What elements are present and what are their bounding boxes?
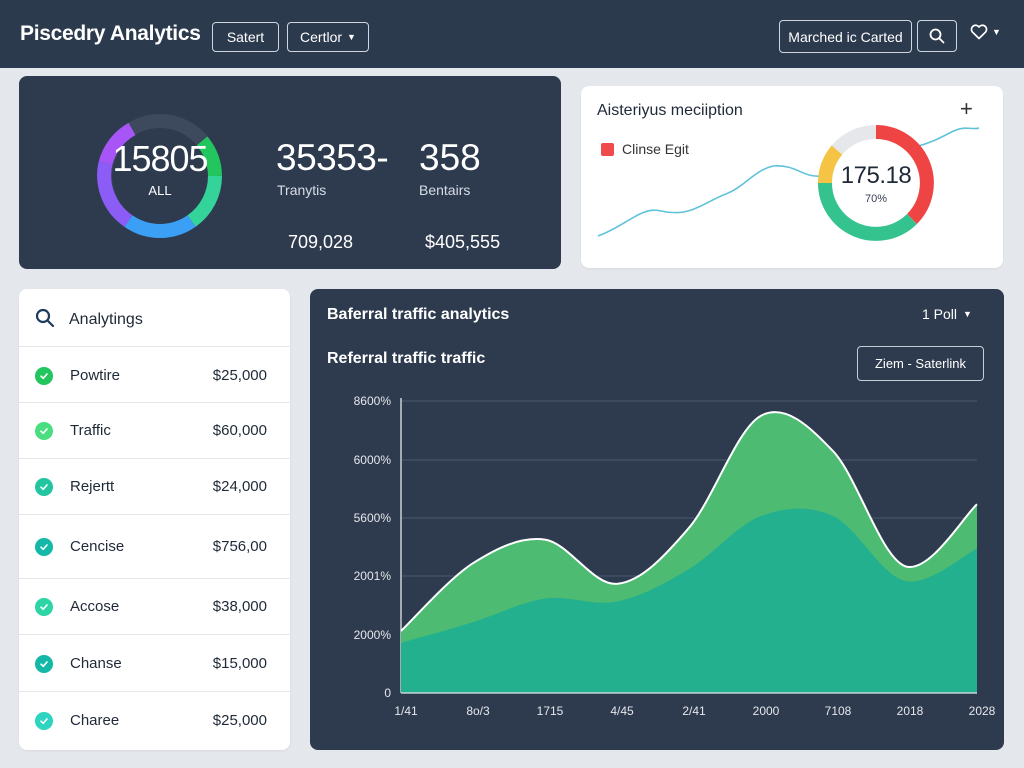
total-label: ALL — [148, 183, 172, 198]
metric-bentairs-label: Bentairs — [419, 182, 471, 198]
stat-value-2: $405,555 — [425, 232, 501, 252]
gauge-percent: 70% — [864, 193, 888, 205]
x-tick-label: 2018 — [897, 704, 924, 718]
ziem-saterlink-label: Ziem - Saterlink — [874, 356, 967, 371]
gauge-value: 175.18 — [840, 162, 912, 189]
area-series-front — [401, 508, 977, 693]
item-amount: $24,000 — [212, 478, 267, 495]
list-title: Analytings — [69, 311, 143, 328]
item-label: Powtire — [70, 367, 121, 384]
list-header: Analytings — [19, 289, 290, 347]
y-tick-label: 6000% — [354, 453, 392, 467]
item-status-icon — [35, 478, 53, 496]
x-tick-label: 8o/3 — [466, 704, 490, 718]
y-tick-label: 2000% — [354, 628, 392, 642]
total-value: 15805 — [112, 138, 208, 179]
x-tick-label: 7108 — [825, 704, 852, 718]
list-item[interactable]: Powtire $25,000 — [19, 348, 290, 403]
item-label: Traffic — [70, 422, 111, 439]
chevron-down-icon: ▼ — [347, 32, 356, 42]
add-button[interactable]: + — [960, 96, 973, 122]
search-button[interactable] — [917, 20, 957, 52]
x-tick-label: 2000 — [753, 704, 780, 718]
metric-tranytis-value: 35353- — [276, 137, 389, 178]
item-status-icon — [35, 712, 53, 730]
item-amount: $756,00 — [212, 538, 267, 555]
total-donut-chart — [97, 114, 222, 238]
legend-label: Clinse Egit — [622, 141, 689, 157]
legend-swatch — [601, 142, 614, 156]
item-status-icon — [35, 422, 53, 440]
search-icon — [929, 28, 945, 44]
favorites-button[interactable]: ▼ — [970, 24, 1001, 40]
certlor-dropdown-label: Certlor — [300, 29, 343, 45]
item-label: Accose — [70, 598, 120, 615]
chart-card-title: Baferral traffic analytics — [327, 306, 510, 323]
summary-sparkline-chart — [597, 124, 980, 241]
period-label: 1 Poll — [922, 306, 958, 322]
item-label: Charee — [70, 712, 120, 729]
plus-icon: + — [960, 96, 973, 121]
y-tick-label: 5600% — [354, 511, 392, 525]
list-item[interactable]: Traffic $60,000 — [19, 403, 290, 459]
x-tick-label: 2/41 — [682, 704, 706, 718]
x-tick-label: 2028 — [969, 704, 996, 718]
item-label: Chanse — [70, 655, 122, 672]
y-tick-label: 0 — [384, 686, 391, 700]
summary-title: Aisteriyus meciiption — [597, 102, 743, 119]
summary-legend: Clinse Egit — [601, 141, 689, 157]
referral-traffic-area-chart: 0 2000% 2001% 5600% 6000% 8600% 1/41 8o/3 1715 4/… — [354, 394, 996, 718]
chart-title: Referral traffic traffic — [327, 350, 486, 367]
list-item[interactable]: Chanse $15,000 — [19, 635, 290, 692]
marched-carted-label: Marched ic Carted — [788, 28, 903, 45]
item-status-icon — [35, 538, 53, 556]
marched-carted-button[interactable]: Marched ic Carted — [779, 20, 912, 53]
period-dropdown[interactable]: 1 Poll ▼ — [922, 306, 972, 322]
list-item[interactable]: Cencise $756,00 — [19, 515, 290, 579]
metric-bentairs-value: 358 — [419, 137, 481, 178]
item-amount: $25,000 — [212, 367, 267, 384]
certlor-dropdown[interactable]: Certlor ▼ — [287, 22, 369, 52]
item-amount: $15,000 — [212, 655, 267, 672]
item-status-icon — [35, 598, 53, 616]
search-icon[interactable] — [35, 308, 55, 328]
list-item[interactable]: Rejertt $24,000 — [19, 459, 290, 515]
chevron-down-icon: ▼ — [992, 27, 1001, 37]
item-status-icon — [35, 367, 53, 385]
y-tick-label: 2001% — [354, 569, 392, 583]
x-tick-label: 4/45 — [610, 704, 634, 718]
x-tick-label: 1/41 — [394, 704, 418, 718]
app-title: Piscedry Analytics — [20, 22, 201, 45]
item-label: Rejertt — [70, 478, 115, 495]
metric-tranytis-label: Tranytis — [277, 182, 327, 198]
y-tick-label: 8600% — [354, 394, 392, 408]
list-item[interactable]: Accose $38,000 — [19, 579, 290, 635]
x-tick-label: 1715 — [537, 704, 564, 718]
item-amount: $25,000 — [212, 712, 267, 729]
chevron-down-icon: ▼ — [963, 309, 972, 319]
item-amount: $60,000 — [212, 422, 267, 439]
satert-button[interactable]: Satert — [212, 22, 279, 52]
item-status-icon — [35, 655, 53, 673]
list-item[interactable]: Charee $25,000 — [19, 692, 290, 750]
item-label: Cencise — [70, 538, 125, 555]
stat-value-1: 709,028 — [288, 232, 354, 252]
top-navbar — [0, 0, 1024, 68]
ziem-saterlink-button[interactable]: Ziem - Saterlink — [857, 346, 984, 381]
heart-icon — [970, 24, 988, 40]
item-amount: $38,000 — [212, 598, 267, 615]
series-outline — [400, 411, 978, 632]
satert-button-label: Satert — [226, 29, 265, 45]
analytings-list-card: Analytings Powtire $25,000 Traffic $60,000 R… — [19, 289, 290, 750]
